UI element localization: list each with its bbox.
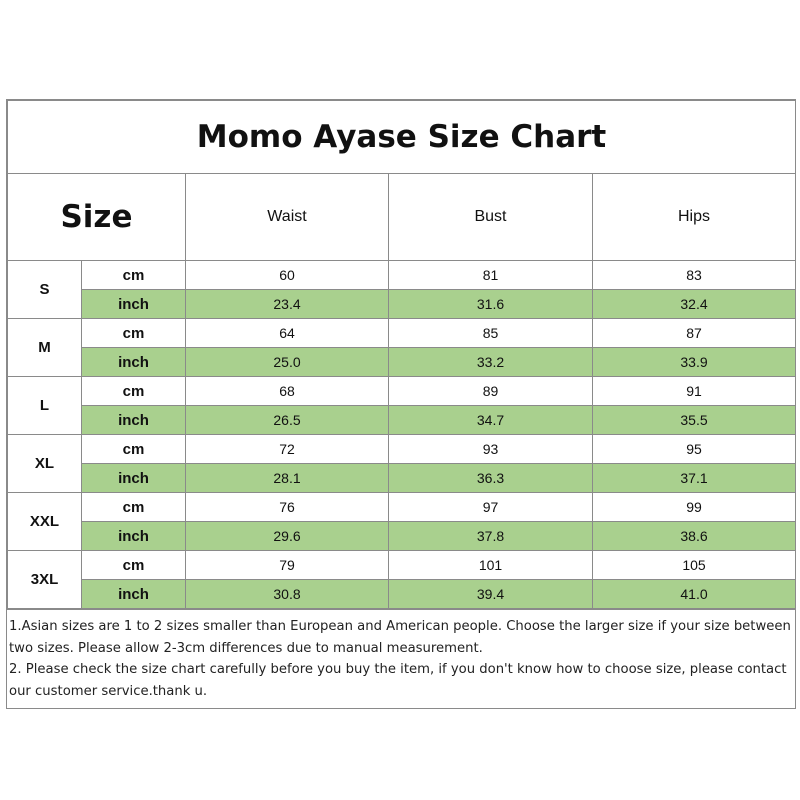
unit-inch-label: inch	[81, 289, 186, 319]
size-notes: 1.Asian sizes are 1 to 2 sizes smaller t…	[7, 609, 795, 708]
unit-cm-label: cm	[81, 550, 186, 580]
bust-cm-value: 89	[388, 376, 593, 406]
unit-cm-label: cm	[81, 260, 186, 290]
size-row-inch: inch 30.8 39.4 41.0	[8, 579, 797, 609]
waist-inch-value: 30.8	[185, 579, 389, 609]
size-label: XXL	[7, 492, 82, 551]
hips-inch-value: 33.9	[591, 347, 797, 377]
hips-cm-value: 105	[591, 550, 797, 580]
unit-inch-label: inch	[81, 521, 186, 551]
waist-cm-value: 64	[185, 318, 389, 348]
waist-inch-value: 28.1	[185, 463, 389, 493]
size-chart-table: Momo Ayase Size Chart Size Waist Bust Hi…	[6, 100, 797, 609]
bust-inch-value: 39.4	[388, 579, 593, 609]
bust-inch-value: 33.2	[388, 347, 593, 377]
unit-cm-label: cm	[81, 318, 186, 348]
note-2: 2. Please check the size chart carefully…	[9, 662, 787, 699]
unit-cm-label: cm	[81, 376, 186, 406]
size-label: XL	[7, 434, 82, 493]
size-label: L	[7, 376, 82, 435]
size-row-cm: XXL cm 76 97 99	[7, 492, 797, 551]
bust-inch-value: 36.3	[388, 463, 593, 493]
hips-column-header: Hips	[591, 173, 797, 261]
bust-cm-value: 101	[388, 550, 593, 580]
hips-cm-value: 87	[591, 318, 797, 348]
size-row-inch: inch 29.6 37.8 38.6	[8, 521, 797, 551]
bust-cm-value: 85	[388, 318, 593, 348]
size-row-inch: inch 25.0 33.2 33.9	[8, 347, 797, 377]
unit-cm-label: cm	[81, 434, 186, 464]
bust-inch-value: 34.7	[388, 405, 593, 435]
unit-inch-label: inch	[81, 405, 186, 435]
size-chart-sheet: Momo Ayase Size Chart Size Waist Bust Hi…	[6, 99, 797, 709]
bust-inch-value: 31.6	[388, 289, 593, 319]
header-row: Size Waist Bust Hips	[7, 173, 797, 261]
unit-inch-label: inch	[81, 347, 186, 377]
hips-inch-value: 38.6	[591, 521, 797, 551]
waist-cm-value: 72	[185, 434, 389, 464]
waist-cm-value: 68	[185, 376, 389, 406]
hips-cm-value: 95	[591, 434, 797, 464]
bust-cm-value: 93	[388, 434, 593, 464]
bust-cm-value: 81	[388, 260, 593, 290]
unit-inch-label: inch	[81, 463, 186, 493]
size-label: 3XL	[7, 550, 82, 609]
size-column-header: Size	[7, 173, 186, 261]
size-row-cm: XL cm 72 93 95	[7, 434, 797, 493]
bust-column-header: Bust	[388, 173, 593, 261]
waist-inch-value: 23.4	[185, 289, 389, 319]
waist-column-header: Waist	[185, 173, 389, 261]
size-row-inch: inch 28.1 36.3 37.1	[8, 463, 797, 493]
waist-cm-value: 60	[185, 260, 389, 290]
hips-cm-value: 91	[591, 376, 797, 406]
hips-inch-value: 32.4	[591, 289, 797, 319]
bust-inch-value: 37.8	[388, 521, 593, 551]
note-1: 1.Asian sizes are 1 to 2 sizes smaller t…	[9, 619, 791, 656]
unit-cm-label: cm	[81, 492, 186, 522]
size-label: S	[7, 260, 82, 319]
hips-cm-value: 99	[591, 492, 797, 522]
waist-cm-value: 79	[185, 550, 389, 580]
size-row-inch: inch 23.4 31.6 32.4	[8, 289, 797, 319]
waist-inch-value: 25.0	[185, 347, 389, 377]
chart-title: Momo Ayase Size Chart	[6, 100, 797, 174]
hips-inch-value: 41.0	[591, 579, 797, 609]
size-row-cm: 3XL cm 79 101 105	[7, 550, 797, 609]
waist-inch-value: 26.5	[185, 405, 389, 435]
waist-cm-value: 76	[185, 492, 389, 522]
size-label: M	[7, 318, 82, 377]
bust-cm-value: 97	[388, 492, 593, 522]
hips-inch-value: 37.1	[591, 463, 797, 493]
hips-inch-value: 35.5	[591, 405, 797, 435]
hips-cm-value: 83	[591, 260, 797, 290]
size-row-inch: inch 26.5 34.7 35.5	[8, 405, 797, 435]
unit-inch-label: inch	[81, 579, 186, 609]
waist-inch-value: 29.6	[185, 521, 389, 551]
